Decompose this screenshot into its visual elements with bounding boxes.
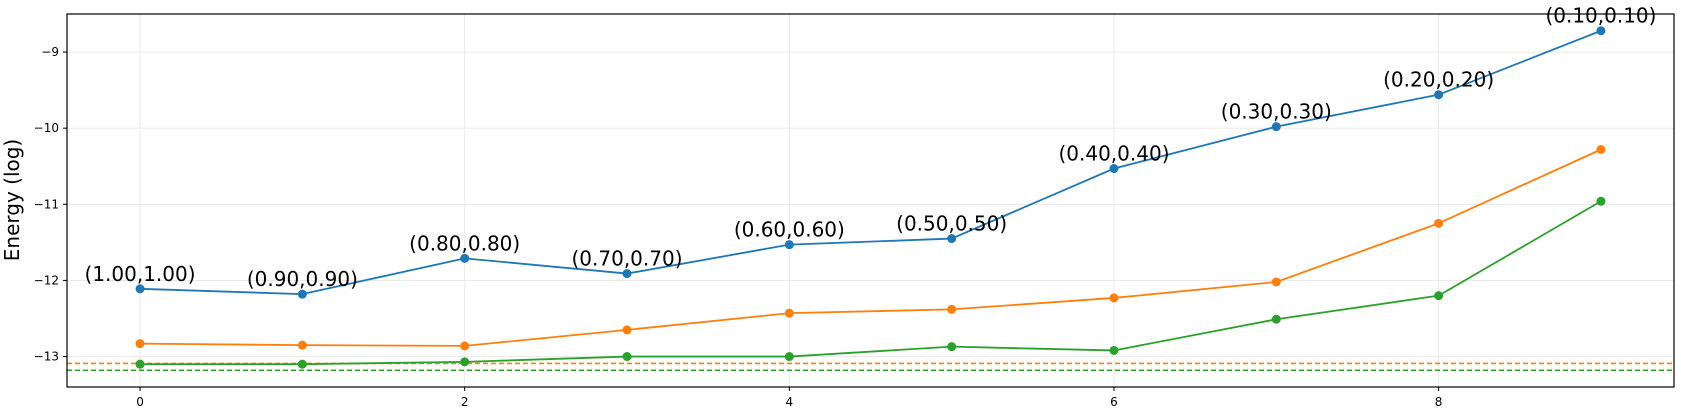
- data-point: [1271, 122, 1281, 132]
- data-point: [1109, 293, 1119, 303]
- series-line: [140, 29, 1602, 296]
- data-point: [622, 269, 632, 279]
- data-point: [297, 359, 307, 369]
- data-label: (0.70,0.70): [571, 247, 682, 271]
- data-point: [460, 341, 470, 351]
- data-point: [784, 308, 794, 318]
- data-point: [135, 359, 145, 369]
- x-tick-label: 8: [1435, 395, 1443, 409]
- y-tick-label: −13: [34, 350, 59, 364]
- plot-frame: [66, 13, 1675, 388]
- data-point: [1434, 90, 1444, 100]
- data-point: [1109, 164, 1119, 174]
- series-line: [140, 200, 1602, 366]
- data-point: [1271, 277, 1281, 287]
- data-label: (0.20,0.20): [1383, 68, 1494, 92]
- point-labels: (1.00,1.00) (0.90,0.90) (0.80,0.80) (0.70,0…: [85, 4, 1657, 291]
- y-tick-label: −10: [34, 121, 59, 135]
- data-point: [947, 304, 957, 314]
- x-tick-label: 0: [136, 395, 144, 409]
- data-point: [1109, 345, 1119, 355]
- y-tick-label: −11: [34, 197, 59, 211]
- data-label: (0.30,0.30): [1221, 100, 1332, 124]
- data-label: (1.00,1.00): [85, 262, 196, 286]
- data-label: (0.50,0.50): [896, 212, 1007, 236]
- y-axis-label: Energy (log): [0, 139, 24, 261]
- data-label: (0.80,0.80): [409, 231, 520, 255]
- x-tick-label: 2: [461, 395, 469, 409]
- data-point: [460, 253, 470, 263]
- data-label: (0.40,0.40): [1058, 142, 1169, 166]
- data-label: (0.10,0.10): [1545, 4, 1656, 28]
- data-point: [947, 234, 957, 244]
- data-point: [784, 240, 794, 250]
- data-point: [460, 357, 470, 367]
- y-tick-label: −12: [34, 273, 59, 287]
- data-label: (0.90,0.90): [247, 267, 358, 291]
- data-point: [784, 352, 794, 362]
- data-point: [1434, 291, 1444, 301]
- series-line: [140, 148, 1602, 347]
- data-point: [1596, 26, 1606, 36]
- data-point: [947, 342, 957, 352]
- data-point: [297, 340, 307, 350]
- data-point: [297, 289, 307, 299]
- data-point: [622, 325, 632, 335]
- data-label: (0.60,0.60): [734, 218, 845, 242]
- data-point: [135, 339, 145, 349]
- data-point: [622, 352, 632, 362]
- data-point: [1271, 314, 1281, 324]
- y-tick-label: −9: [41, 45, 59, 59]
- plot-background: [67, 14, 1674, 387]
- grid-lines: [67, 14, 1674, 387]
- x-tick-label: 4: [786, 395, 794, 409]
- data-point: [135, 284, 145, 294]
- x-tick-label: 6: [1110, 395, 1118, 409]
- data-point: [1596, 196, 1606, 206]
- axis-ticks: 0 2 4 6 8 −13 −12 −11 −10 −9: [34, 45, 1443, 409]
- data-point: [1434, 218, 1444, 228]
- series-lines: [135, 26, 1606, 369]
- data-point: [1596, 144, 1606, 154]
